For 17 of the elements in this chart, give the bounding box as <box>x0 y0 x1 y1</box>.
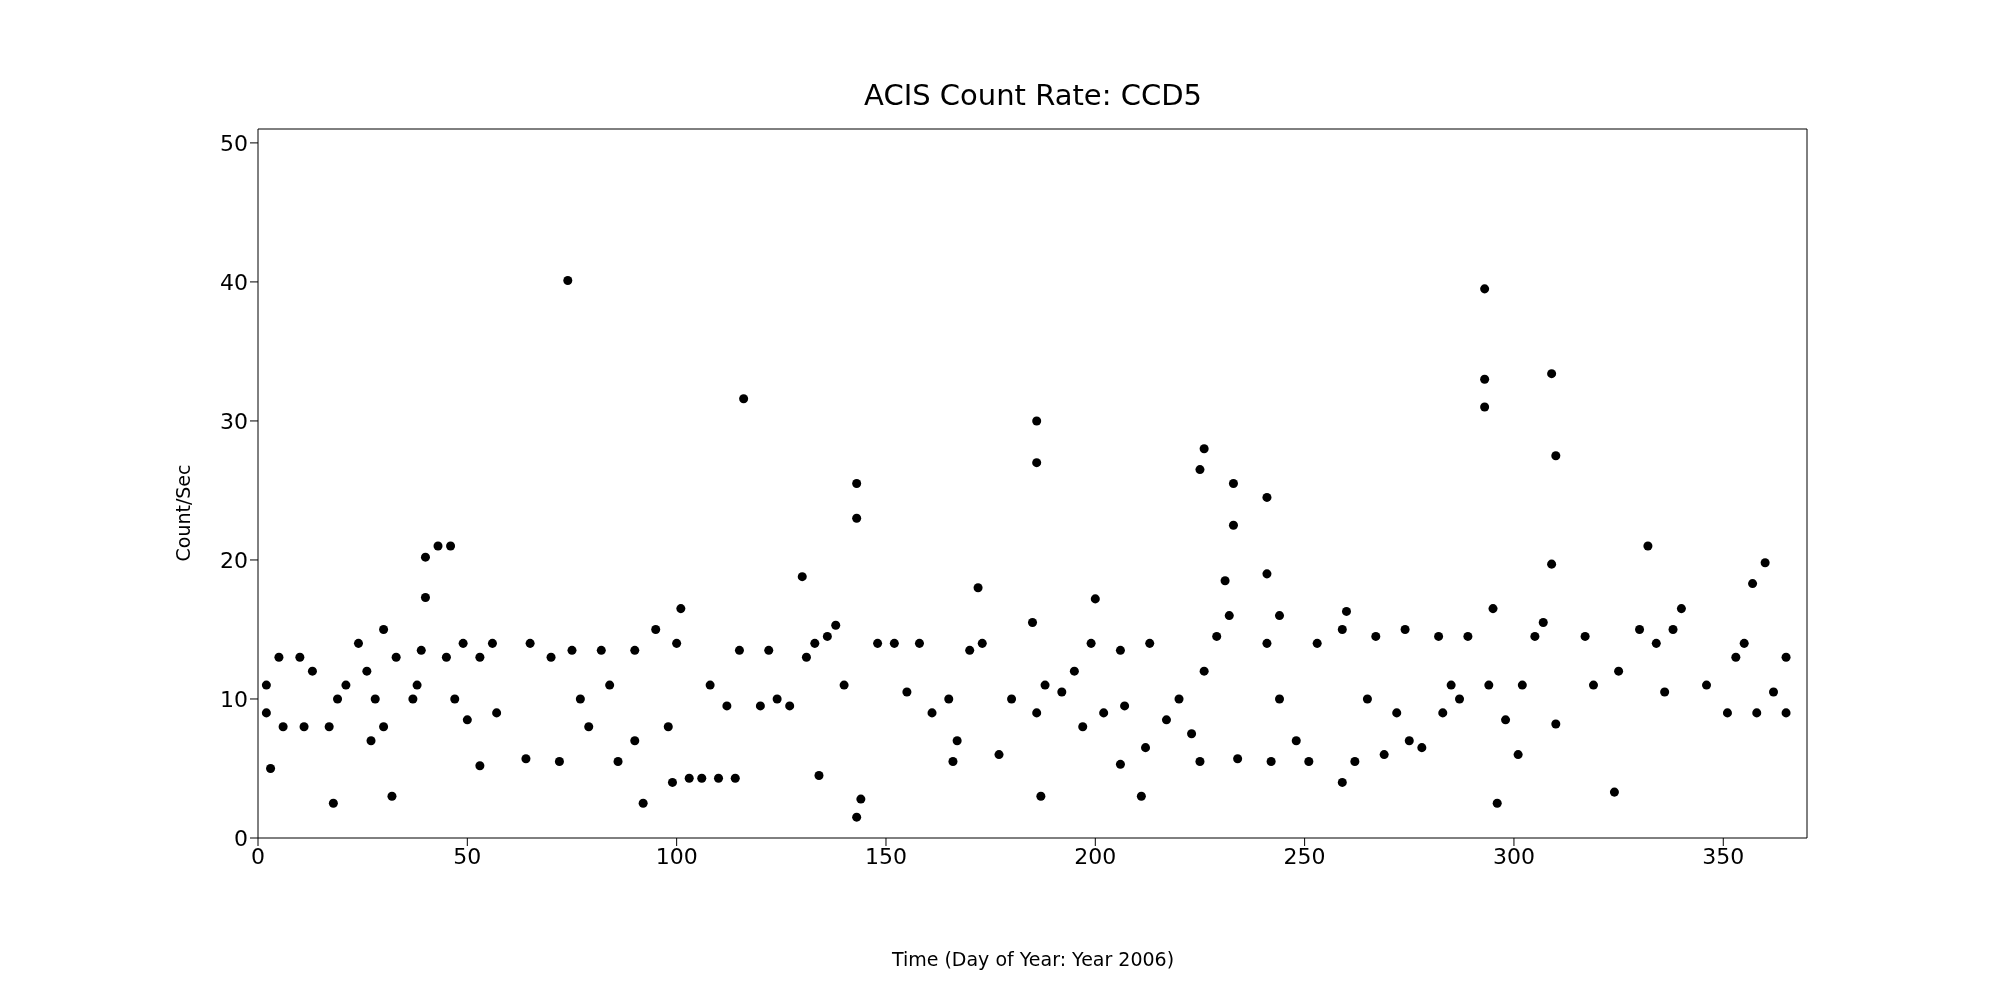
x-tick-label: 250 <box>1283 843 1326 869</box>
y-tick-label: 50 <box>220 130 248 156</box>
x-tick-label: 300 <box>1492 843 1535 869</box>
chart-title: ACIS Count Rate: CCD5 <box>863 78 1203 112</box>
x-tick-label: 0 <box>251 843 265 869</box>
x-tick-label: 350 <box>1702 843 1745 869</box>
y-tick-label: 10 <box>220 686 248 712</box>
x-tick-label: 100 <box>655 843 698 869</box>
x-tick-label: 50 <box>453 843 482 869</box>
x-tick-label: 150 <box>864 843 907 869</box>
y-tick-label: 30 <box>220 408 248 434</box>
y-tick-label: 40 <box>220 269 248 295</box>
y-axis-title: Count/Sec <box>172 464 194 562</box>
x-axis-title: Time (Day of Year: Year 2006) <box>890 948 1176 970</box>
y-tick-label: 0 <box>234 825 248 851</box>
y-tick-label: 20 <box>220 547 248 573</box>
x-tick-label: 200 <box>1074 843 1117 869</box>
